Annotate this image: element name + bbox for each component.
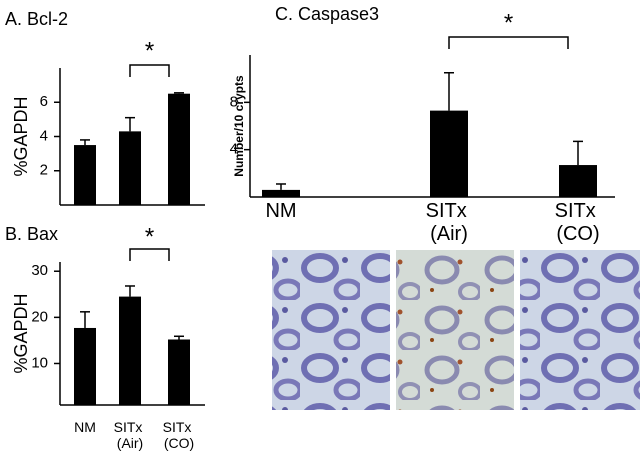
significance-star: * [145,223,154,250]
chart-title: C. Caspase3 [275,4,379,24]
bar [559,165,597,197]
bar [74,145,96,205]
y-tick-label: 4 [40,127,48,144]
bar [119,296,141,405]
micrograph-air [396,250,514,410]
chart-title: A. Bcl-2 [5,9,68,29]
x-tick-label: NM [265,200,296,222]
y-tick-label: 10 [31,354,48,371]
y-tick-label: 8 [230,93,238,110]
micrograph-nm [272,250,390,410]
x-tick-label: SITx (CO) [555,200,602,245]
bar [430,110,468,197]
y-axis-label: %GAPDH [11,293,31,373]
x-tick-label: SITx (CO) [163,419,196,451]
significance-bracket [129,64,170,77]
significance-bracket [448,36,569,49]
y-axis-label: Number/10 crypts [232,75,246,177]
y-tick-label: 2 [40,162,48,179]
bar [262,189,300,197]
x-tick-label: NM [74,419,96,435]
y-tick-label: 4 [230,141,238,158]
bar [74,327,96,405]
significance-star: * [145,37,154,64]
x-tick-label: SITx (Air) [114,419,147,451]
bar [119,131,141,205]
x-tick-label: SITx (Air) [426,200,473,245]
bar [168,93,190,205]
significance-star: * [504,9,513,36]
y-tick-label: 20 [31,308,48,325]
y-axis-label: %GAPDH [11,96,31,176]
micrograph-co [520,250,640,410]
y-tick-label: 6 [40,93,48,110]
significance-bracket [129,248,170,261]
chart-title: B. Bax [5,224,58,244]
bar [168,339,190,405]
y-tick-label: 30 [31,262,48,279]
